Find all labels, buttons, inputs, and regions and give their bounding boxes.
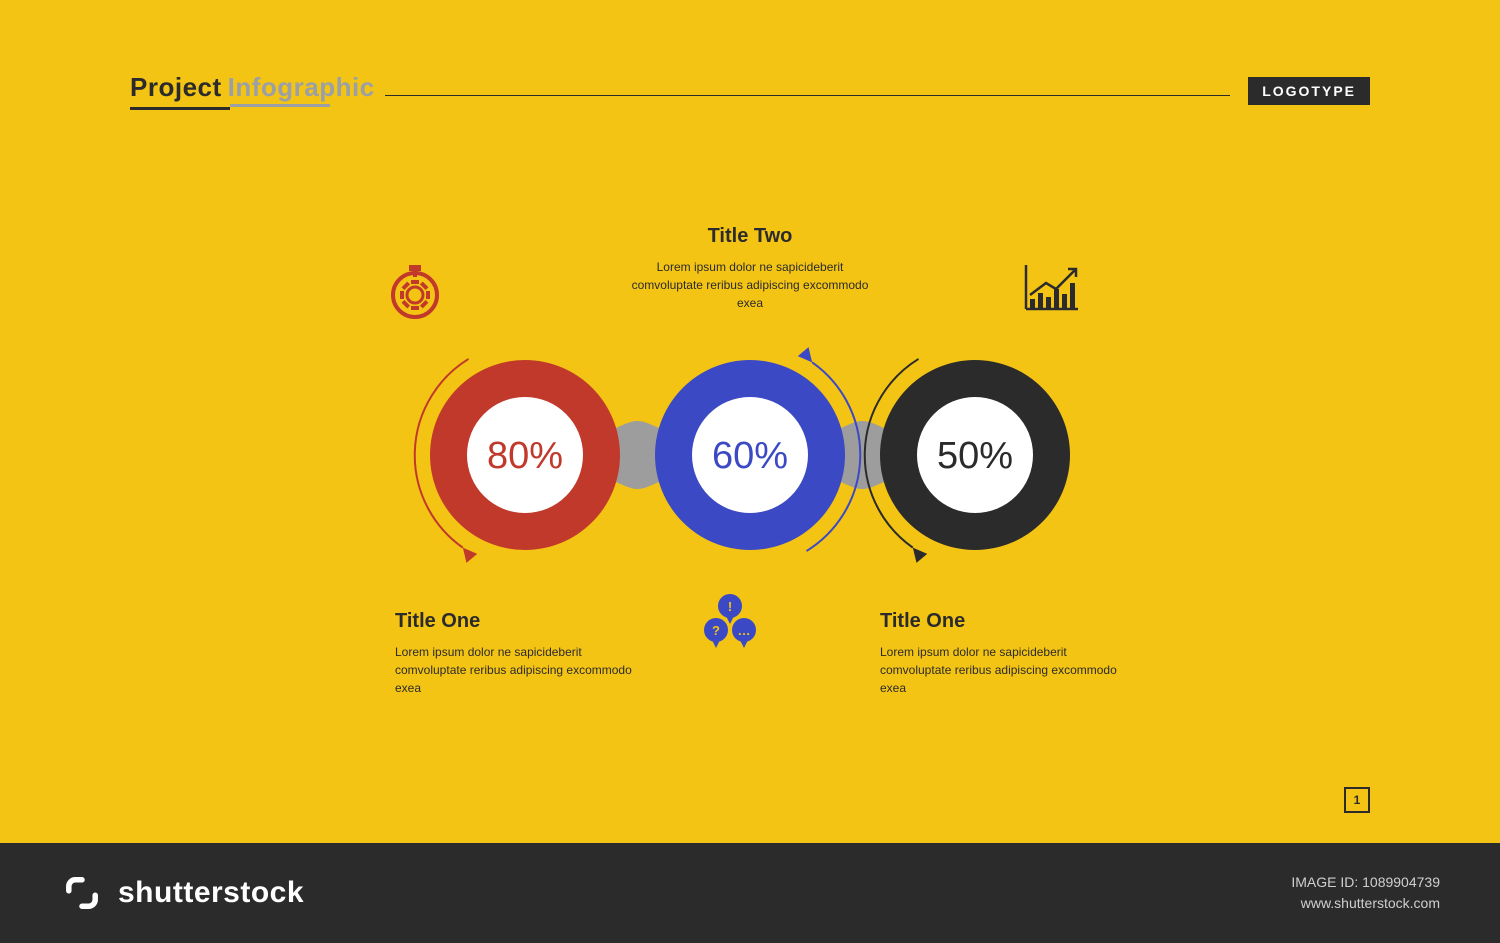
svg-text:…: …	[738, 623, 751, 638]
shutterstock-icon	[60, 871, 104, 915]
percent-value: 60%	[712, 435, 788, 477]
percent-value: 80%	[487, 435, 563, 477]
caption-title: Title One	[880, 610, 1140, 633]
svg-text:?: ?	[712, 623, 720, 638]
caption-desc: Lorem ipsum dolor ne sapicideberit comvo…	[620, 258, 880, 312]
caption-title: Title One	[395, 610, 655, 633]
footer-bar: shutterstock IMAGE ID: 1089904739 www.sh…	[0, 843, 1500, 943]
caption-desc: Lorem ipsum dolor ne sapicideberit comvo…	[395, 643, 655, 697]
footer-meta: IMAGE ID: 1089904739 www.shutterstock.co…	[1291, 872, 1440, 914]
node2-caption: Title Two Lorem ipsum dolor ne sapicidebe…	[620, 225, 880, 312]
bar-growth-icon	[1026, 265, 1078, 309]
chat-bubbles-icon: !? …	[704, 594, 756, 648]
page-number: 1	[1344, 787, 1370, 813]
node3-caption: Title One Lorem ipsum dolor ne sapicidebe…	[880, 610, 1140, 697]
stopwatch-gear-icon	[393, 265, 437, 317]
slide: ProjectInfographic LOGOTYPE 80%60%!?…50%…	[0, 0, 1500, 843]
node2: 60%!? …	[652, 347, 860, 648]
diagram-stage: 80% 60%!? … 50%	[0, 0, 1500, 843]
node3: 50%	[865, 265, 1078, 563]
svg-text:!: !	[728, 599, 732, 614]
percent-value: 50%	[937, 435, 1013, 477]
caption-title: Title Two	[620, 225, 880, 248]
footer-image-id: IMAGE ID: 1089904739	[1291, 872, 1440, 893]
node1: 80%	[393, 265, 620, 563]
footer-brand-text: shutterstock	[118, 876, 304, 910]
footer-url: www.shutterstock.com	[1291, 893, 1440, 914]
footer-brand: shutterstock	[60, 871, 304, 915]
node1-caption: Title One Lorem ipsum dolor ne sapicidebe…	[395, 610, 655, 697]
caption-desc: Lorem ipsum dolor ne sapicideberit comvo…	[880, 643, 1140, 697]
